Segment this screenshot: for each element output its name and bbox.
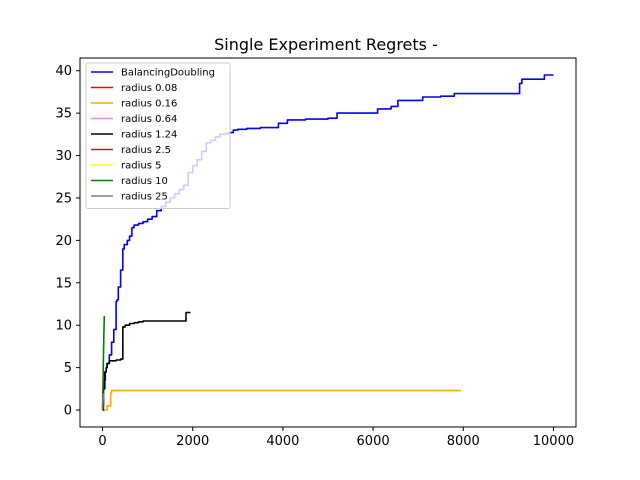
x-tick-label-4: 8000 xyxy=(447,434,480,449)
series-line-4 xyxy=(102,311,191,411)
y-tick-label-7: 35 xyxy=(55,107,72,122)
legend-label-4: radius 1.24 xyxy=(121,130,177,141)
chart-title: Single Experiment Regrets - xyxy=(214,35,438,54)
y-tick-label-4: 20 xyxy=(55,234,72,249)
legend-label-0: BalancingDoubling xyxy=(121,68,215,79)
y-tick-label-1: 5 xyxy=(64,361,72,376)
legend-box xyxy=(85,62,231,209)
series-line-7 xyxy=(101,315,106,411)
y-axis: 0 5 10 15 20 25 30 35 40 xyxy=(55,64,80,419)
x-tick-label-1: 2000 xyxy=(176,434,209,449)
x-axis: 0 2000 4000 6000 8000 10000 xyxy=(98,427,574,449)
y-tick-label-5: 25 xyxy=(55,191,72,206)
plot-frame xyxy=(79,57,577,428)
x-tick-label-5: 10000 xyxy=(533,434,574,449)
legend-label-2: radius 0.16 xyxy=(121,99,177,110)
series-line-2 xyxy=(102,389,461,411)
legend-label-7: radius 10 xyxy=(121,176,168,187)
x-tick-label-3: 6000 xyxy=(357,434,390,449)
y-tick-label-6: 30 xyxy=(55,149,72,164)
x-tick-label-2: 4000 xyxy=(266,434,299,449)
y-tick-label-3: 15 xyxy=(55,276,72,291)
legend-label-8: radius 25 xyxy=(121,192,168,203)
legend-label-5: radius 2.5 xyxy=(121,145,171,156)
series-line-8 xyxy=(101,393,105,411)
x-tick-label-0: 0 xyxy=(98,434,106,449)
legend: BalancingDoubling radius 0.08 radius 0.16 r… xyxy=(85,62,231,209)
y-tick-label-8: 40 xyxy=(55,64,72,79)
y-tick-label-0: 0 xyxy=(64,404,72,419)
y-tick-label-2: 10 xyxy=(55,319,72,334)
legend-label-1: radius 0.08 xyxy=(121,83,177,94)
legend-label-3: radius 0.64 xyxy=(121,114,177,125)
legend-label-6: radius 5 xyxy=(121,161,161,172)
